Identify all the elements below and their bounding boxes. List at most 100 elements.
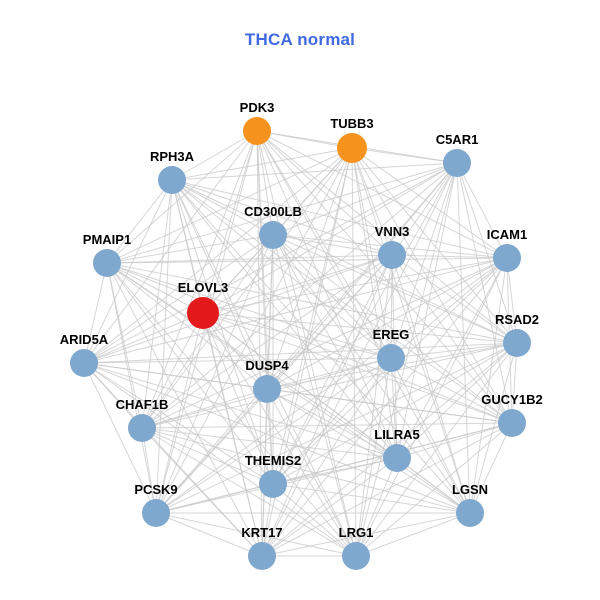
network-edge [141, 130, 258, 429]
gene-label-lrg1: LRG1 [339, 525, 374, 540]
gene-label-gucy1b2: GUCY1B2 [481, 392, 542, 407]
gene-node-elovl3 [187, 297, 219, 329]
network-edge [155, 312, 204, 514]
network-edge [83, 362, 398, 459]
network-edge [355, 457, 398, 557]
network-edge [141, 427, 274, 485]
network-edge [171, 179, 471, 514]
network-edge [83, 362, 157, 514]
network-edge [106, 262, 471, 514]
network-edge [391, 162, 458, 256]
network-edge [351, 147, 393, 256]
network-edge [106, 262, 518, 344]
network-edge [83, 312, 204, 364]
network-edge [390, 342, 518, 359]
labels-layer: PDK3 TUBB3 C5AR1 RPH3A CD300LB VNN3 ICAM1 PMAIP… [60, 100, 543, 540]
network-edge [506, 257, 518, 344]
network-edge [155, 483, 274, 514]
network-edge [390, 257, 508, 359]
gene-node-pdk3 [243, 117, 271, 145]
network-edge [202, 234, 274, 314]
network-edge [171, 179, 508, 259]
network-edge [202, 254, 393, 314]
network-edge [202, 312, 268, 390]
network-edge [83, 257, 508, 364]
network-edge [272, 234, 398, 459]
gene-node-rph3a [158, 166, 186, 194]
gene-label-c5ar1: C5AR1 [436, 132, 479, 147]
gene-node-pmaip1 [93, 249, 121, 277]
network-edge [155, 234, 274, 514]
nodes-layer [70, 117, 531, 570]
network-edge [83, 362, 357, 557]
gene-node-rsad2 [503, 329, 531, 357]
network-edge [155, 512, 263, 557]
gene-label-vnn3: VNN3 [375, 224, 410, 239]
network-edge [202, 312, 357, 557]
gene-label-tubb3: TUBB3 [330, 116, 373, 131]
network-edge [266, 357, 392, 390]
network-edge [83, 362, 274, 485]
gene-label-rsad2: RSAD2 [495, 312, 539, 327]
gene-label-krt17: KRT17 [241, 525, 282, 540]
gene-node-pcsk9 [142, 499, 170, 527]
network-edge [83, 357, 392, 364]
network-edge [456, 162, 513, 424]
network-edge [106, 262, 204, 314]
gene-label-chaf1b: CHAF1B [116, 397, 169, 412]
network-edge [141, 427, 157, 514]
network-edge [272, 357, 392, 485]
network-edge [390, 254, 393, 359]
gene-label-rph3a: RPH3A [150, 149, 195, 164]
network-edge [141, 427, 471, 514]
network-edge [141, 422, 513, 429]
network-edge [390, 162, 458, 359]
network-edge [83, 362, 471, 514]
network-edge [266, 257, 508, 390]
network-edge [171, 179, 274, 236]
network-edge [171, 179, 393, 256]
network-edge [469, 257, 508, 514]
network-edge [106, 262, 263, 557]
network-edge [256, 130, 518, 344]
network-edge [83, 234, 274, 364]
network-edge [272, 162, 458, 236]
gene-node-themis2 [259, 470, 287, 498]
gene-node-tubb3 [337, 133, 367, 163]
network-edge [83, 162, 458, 364]
network-edge [351, 147, 458, 164]
network-edge [155, 342, 518, 514]
gene-node-chaf1b [128, 414, 156, 442]
network-edge [202, 312, 513, 424]
network-edge [390, 357, 471, 514]
network-edge [141, 427, 263, 557]
network-edge [256, 130, 393, 256]
network-edge [261, 388, 268, 557]
network-edge [106, 262, 157, 514]
network-edge [351, 147, 518, 344]
network-edge [171, 179, 274, 485]
gene-node-arid5a [70, 349, 98, 377]
network-edge [106, 262, 357, 557]
gene-label-icam1: ICAM1 [487, 227, 527, 242]
network-edge [261, 457, 398, 557]
network-edge [266, 147, 353, 390]
gene-node-icam1 [493, 244, 521, 272]
network-edge [106, 262, 274, 485]
network-edge [155, 357, 392, 514]
network-edge [266, 388, 357, 557]
network-edge [106, 130, 258, 264]
gene-label-themis2: THEMIS2 [245, 453, 301, 468]
network-edge [396, 457, 471, 514]
network-edge [202, 162, 458, 314]
gene-node-vnn3 [378, 241, 406, 269]
network-edge [272, 234, 518, 344]
network-edge [355, 342, 518, 557]
network-edge [141, 179, 173, 429]
network-edge [83, 147, 353, 364]
network-edge [256, 130, 508, 259]
network-edge [272, 483, 471, 514]
network-edge [391, 254, 508, 259]
